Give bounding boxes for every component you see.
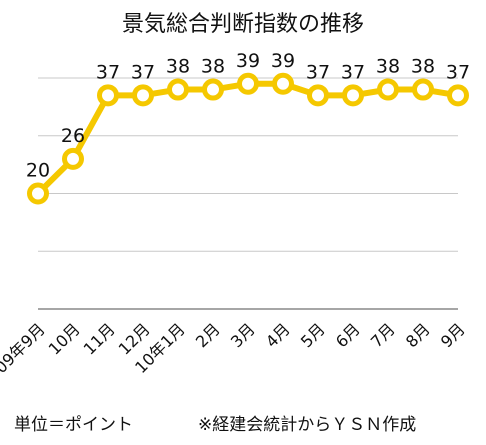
x-tick-label: 9月 xyxy=(437,319,469,351)
x-tick-label: 4月 xyxy=(262,319,294,351)
data-point xyxy=(412,78,434,101)
data-point xyxy=(132,84,154,107)
data-label: 37 xyxy=(131,61,155,83)
x-tick-label: 3月 xyxy=(227,319,259,351)
data-point xyxy=(97,84,119,107)
data-label: 38 xyxy=(201,56,225,78)
x-tick-label: 5月 xyxy=(297,319,329,351)
data-point xyxy=(377,78,399,101)
x-tick-label: 6月 xyxy=(332,319,364,351)
x-tick-label: 11月 xyxy=(80,319,119,358)
x-tick-label: 8月 xyxy=(402,319,434,351)
data-point xyxy=(27,182,49,205)
data-point xyxy=(237,72,259,95)
data-point xyxy=(342,84,364,107)
data-point xyxy=(167,78,189,101)
data-label: 38 xyxy=(166,56,190,78)
source-note: ※経建会統計からＹＳＮ作成 xyxy=(198,415,417,435)
data-label: 37 xyxy=(306,61,330,83)
data-point xyxy=(272,72,294,95)
data-point xyxy=(62,147,84,170)
data-label: 37 xyxy=(446,61,470,83)
data-point xyxy=(447,84,469,107)
x-tick-label: 10月 xyxy=(45,319,84,358)
x-tick-label: 09年9月 xyxy=(0,319,49,377)
x-tick-label: 2月 xyxy=(192,319,224,351)
x-tick-label: 7月 xyxy=(367,319,399,351)
data-label: 20 xyxy=(26,160,50,182)
unit-note: 単位＝ポイント xyxy=(14,415,133,435)
data-label: 37 xyxy=(96,61,120,83)
data-label: 38 xyxy=(411,56,435,78)
data-label: 37 xyxy=(341,61,365,83)
data-label: 26 xyxy=(61,125,85,147)
chart-title: 景気総合判断指数の推移 xyxy=(122,12,364,37)
data-point xyxy=(307,84,329,107)
data-point xyxy=(202,78,224,101)
data-label: 39 xyxy=(236,50,260,72)
data-label: 39 xyxy=(271,50,295,72)
data-label: 38 xyxy=(376,56,400,78)
